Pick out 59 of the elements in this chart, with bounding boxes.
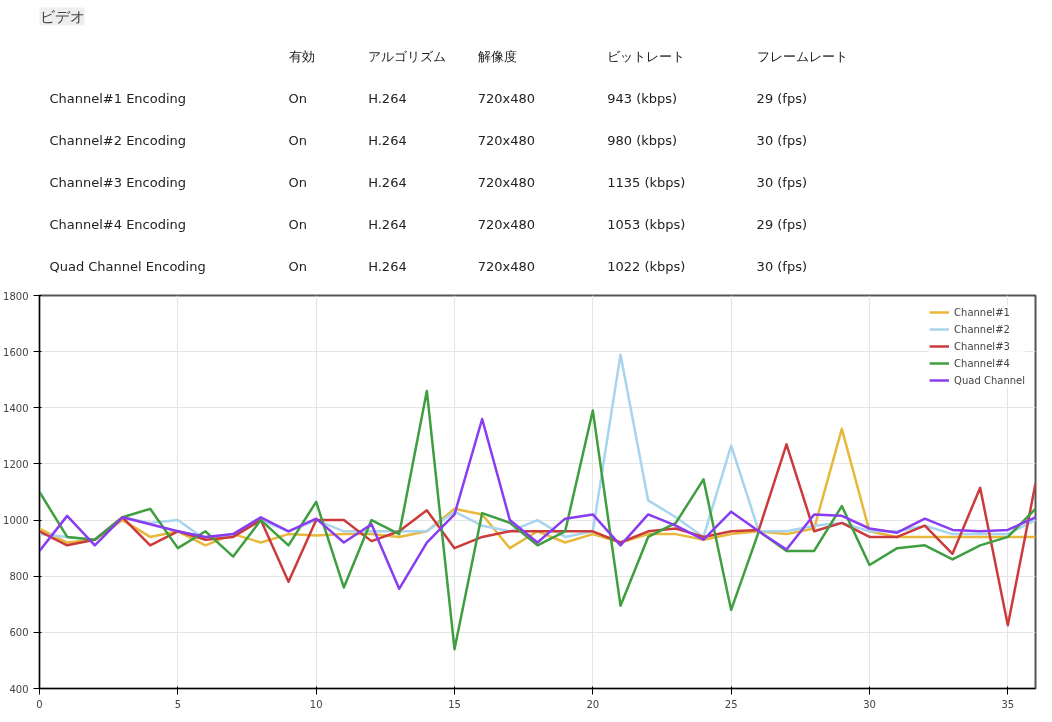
text: On <box>288 258 307 274</box>
legend-label: Channel#1 <box>954 306 1010 318</box>
legend-label: Channel#2 <box>954 323 1010 335</box>
y-tick-label: 1400 <box>3 402 29 414</box>
x-tick-label: 20 <box>586 698 600 710</box>
text: 30 (fps) <box>756 132 808 148</box>
text: 1022 (kbps) <box>607 258 686 274</box>
text: 解像度 <box>477 48 517 64</box>
text: 720x480 <box>477 216 536 232</box>
x-tick-label: 35 <box>1001 698 1015 710</box>
text: H.264 <box>368 132 407 148</box>
text: Channel#3 Encoding <box>49 174 187 190</box>
x-tick-label: 30 <box>863 698 876 710</box>
text: 720x480 <box>477 174 536 190</box>
y-tick-label: 1200 <box>3 458 29 470</box>
text: 30 (fps) <box>756 258 808 274</box>
legend-label: Quad Channel <box>954 374 1025 386</box>
text: 有効 <box>288 48 315 64</box>
x-tick-label: 0 <box>36 698 43 710</box>
line-series <box>39 389 1036 651</box>
text: On <box>288 90 307 106</box>
y-tick-label: 1800 <box>3 290 29 302</box>
text: 720x480 <box>477 132 536 148</box>
text: 30 (fps) <box>756 174 808 190</box>
text: 1053 (kbps) <box>607 216 686 232</box>
y-tick-label: 400 <box>9 683 29 695</box>
line-series <box>39 417 1036 591</box>
y-tick-label: 1600 <box>3 346 29 358</box>
text: 720x480 <box>477 90 536 106</box>
text: 943 (kbps) <box>607 90 678 106</box>
text: Quad Channel Encoding <box>49 258 206 274</box>
text: H.264 <box>368 216 407 232</box>
y-tick-label: 800 <box>9 571 29 583</box>
text: 29 (fps) <box>756 216 808 232</box>
y-tick-label: 600 <box>9 627 29 639</box>
text: フレームレート <box>756 48 848 64</box>
text: アルゴリズム <box>368 48 447 64</box>
x-tick-label: 10 <box>309 698 323 710</box>
text: On <box>288 132 307 148</box>
text: H.264 <box>368 90 407 106</box>
text: 980 (kbps) <box>607 132 678 148</box>
y-tick-label: 1000 <box>3 515 29 527</box>
x-tick-label: 25 <box>724 698 738 710</box>
x-tick-label: 15 <box>448 698 461 710</box>
text: ビットレート <box>607 48 686 64</box>
x-tick-label: 5 <box>174 698 182 710</box>
text: Channel#1 Encoding <box>49 90 187 106</box>
text: On <box>288 216 307 232</box>
text: Channel#4 Encoding <box>49 216 187 232</box>
text: H.264 <box>368 174 407 190</box>
text: Channel#2 Encoding <box>49 132 187 148</box>
text: ビデオ <box>39 7 85 26</box>
text: H.264 <box>368 258 407 274</box>
legend-label: Channel#4 <box>954 357 1010 369</box>
text: 29 (fps) <box>756 90 808 106</box>
text: On <box>288 174 307 190</box>
legend-label: Channel#3 <box>954 340 1010 352</box>
text: 720x480 <box>477 258 536 274</box>
text: 1135 (kbps) <box>607 174 686 190</box>
